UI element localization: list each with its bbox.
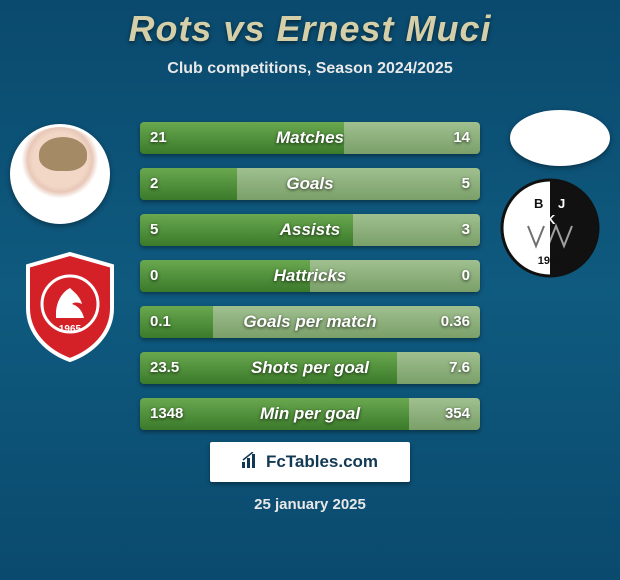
stat-label: Shots per goal [140,352,480,384]
stat-label: Assists [140,214,480,246]
stat-label: Hattricks [140,260,480,292]
stat-value-right: 0 [462,260,470,292]
chart-icon [242,452,260,473]
club-left-badge: 1965 [20,252,120,362]
stat-label: Matches [140,122,480,154]
comparison-bars: 21Matches142Goals55Assists30Hattricks00.… [140,122,480,444]
player-right-avatar [510,110,610,166]
stat-row: 0.1Goals per match0.36 [140,306,480,338]
stat-value-right: 3 [462,214,470,246]
club-right-badge: B J K 1903 [500,178,600,278]
stat-row: 5Assists3 [140,214,480,246]
stat-value-right: 5 [462,168,470,200]
twente-year: 1965 [59,324,82,335]
subtitle: Club competitions, Season 2024/2025 [0,60,620,78]
twente-shield-icon: 1965 [20,252,120,362]
site-logo-text: FcTables.com [266,452,378,472]
stat-row: 2Goals5 [140,168,480,200]
page-title: Rots vs Ernest Muci [0,0,620,50]
site-logo[interactable]: FcTables.com [210,442,410,482]
stat-row: 21Matches14 [140,122,480,154]
stat-value-right: 14 [453,122,470,154]
player-left-avatar [10,124,110,224]
stat-value-right: 0.36 [441,306,470,338]
stat-value-right: 354 [445,398,470,430]
bjk-b: B [534,196,543,211]
bjk-j: J [558,196,565,211]
stat-label: Goals per match [140,306,480,338]
stat-row: 1348Min per goal354 [140,398,480,430]
stat-label: Min per goal [140,398,480,430]
stat-label: Goals [140,168,480,200]
page-date: 25 january 2025 [0,496,620,513]
stat-value-right: 7.6 [449,352,470,384]
bjk-k: K [546,212,556,227]
besiktas-badge-icon: B J K 1903 [500,178,600,278]
stat-row: 0Hattricks0 [140,260,480,292]
besiktas-year: 1903 [538,255,562,267]
stat-row: 23.5Shots per goal7.6 [140,352,480,384]
